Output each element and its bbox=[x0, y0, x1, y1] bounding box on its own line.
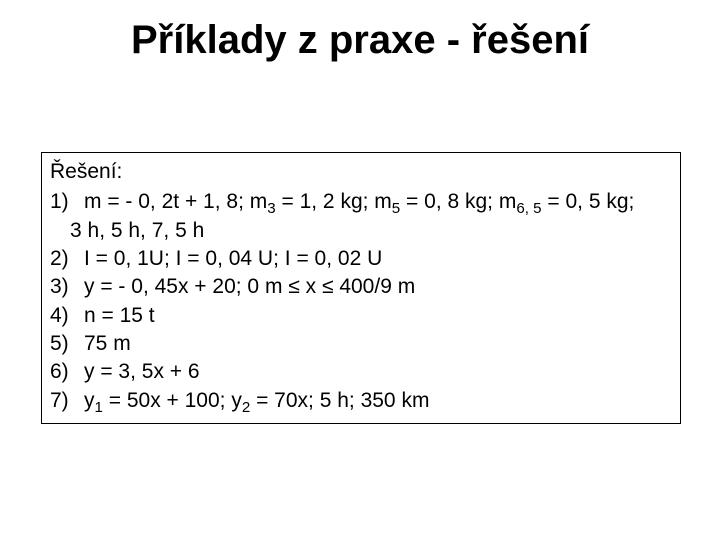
solution-heading: Řešení: bbox=[50, 158, 672, 186]
text: = 0, 5 kg; bbox=[542, 190, 635, 213]
sub: 1 bbox=[95, 399, 103, 416]
item-num: 1) bbox=[50, 188, 84, 216]
item-num: 4) bbox=[50, 302, 84, 330]
slide-title: Příklady z praxe - řešení bbox=[0, 18, 720, 63]
sub: 2 bbox=[242, 399, 250, 416]
solution-box: Řešení: 1) m = - 0, 2t + 1, 8; m3 = 1, 2… bbox=[41, 152, 681, 424]
sub: 6, 5 bbox=[516, 201, 541, 218]
text: = 0, 8 kg; m bbox=[400, 190, 516, 213]
item-content: y = - 0, 45x + 20; 0 m ≤ x ≤ 400/9 m bbox=[84, 273, 672, 301]
text: = 1, 2 kg; m bbox=[276, 190, 392, 213]
item-6: 6) y = 3, 5x + 6 bbox=[50, 358, 672, 386]
sub: 3 bbox=[267, 201, 275, 218]
item-2: 2) I = 0, 1U; I = 0, 04 U; I = 0, 02 U bbox=[50, 245, 672, 273]
item-content: m = - 0, 2t + 1, 8; m3 = 1, 2 kg; m5 = 0… bbox=[84, 188, 672, 216]
item-content: y = 3, 5x + 6 bbox=[84, 358, 672, 386]
item-5: 5) 75 m bbox=[50, 330, 672, 358]
text: m = - 0, 2t + 1, 8; m bbox=[84, 190, 267, 213]
text: = 50x + 100; y bbox=[103, 389, 242, 412]
item-1: 1) m = - 0, 2t + 1, 8; m3 = 1, 2 kg; m5 … bbox=[50, 188, 672, 216]
item-content: y1 = 50x + 100; y2 = 70x; 5 h; 350 km bbox=[84, 387, 672, 415]
text: y bbox=[84, 389, 95, 412]
item-content: 75 m bbox=[84, 330, 672, 358]
item-num: 2) bbox=[50, 245, 84, 273]
item-num: 3) bbox=[50, 273, 84, 301]
item-num: 7) bbox=[50, 387, 84, 415]
item-num: 6) bbox=[50, 358, 84, 386]
item-1-line2: 3 h, 5 h, 7, 5 h bbox=[70, 217, 672, 245]
item-4: 4) n = 15 t bbox=[50, 302, 672, 330]
sub: 5 bbox=[392, 201, 400, 218]
item-7: 7) y1 = 50x + 100; y2 = 70x; 5 h; 350 km bbox=[50, 387, 672, 415]
item-content: n = 15 t bbox=[84, 302, 672, 330]
item-num: 5) bbox=[50, 330, 84, 358]
item-content: I = 0, 1U; I = 0, 04 U; I = 0, 02 U bbox=[84, 245, 672, 273]
text: = 70x; 5 h; 350 km bbox=[250, 389, 429, 412]
item-3: 3) y = - 0, 45x + 20; 0 m ≤ x ≤ 400/9 m bbox=[50, 273, 672, 301]
